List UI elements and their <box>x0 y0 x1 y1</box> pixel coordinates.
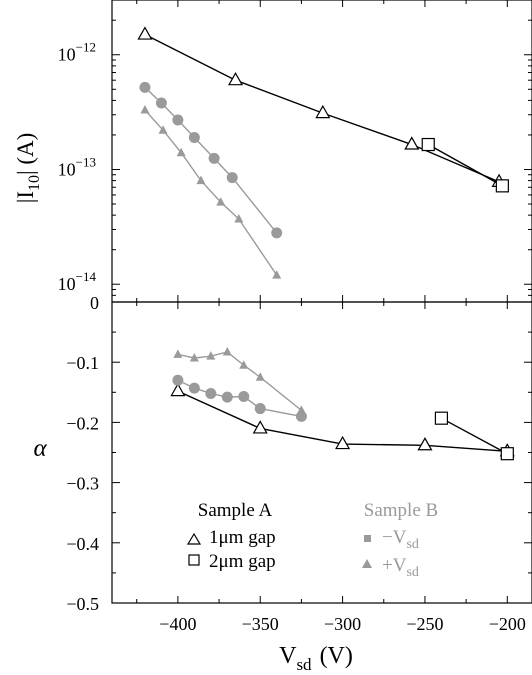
top-series-2-point <box>172 114 184 126</box>
legend-label-plus-vsd: +Vsd <box>382 555 419 580</box>
bottom-series-0-point <box>335 435 351 450</box>
bottom-series-1-line <box>441 417 508 455</box>
bottom-series-3-point <box>173 349 183 358</box>
bottom-series-3-point <box>239 360 249 369</box>
bottom-series-0-point <box>417 437 433 451</box>
bottom-series-3-point <box>255 372 265 381</box>
xtick-label: −350 <box>242 614 279 634</box>
top-series-3-point <box>272 270 282 279</box>
bottom-ytick-label: 0 <box>90 293 99 313</box>
top-series-3-point <box>196 175 206 185</box>
top-series-1-point <box>421 137 435 152</box>
top-ylabel: |I10| (A) <box>13 133 43 204</box>
bottom-series-2-point <box>254 403 266 415</box>
legend-title-sample-b: Sample B <box>364 500 438 521</box>
top-series-2-point <box>155 97 167 109</box>
top-series-2-point <box>139 81 151 93</box>
top-series-0-point <box>137 26 153 40</box>
xtick-label: −300 <box>324 614 361 634</box>
top-ylabel-sub: 10 <box>26 175 43 191</box>
top-ytick-label: 10−12 <box>58 40 96 65</box>
top-frame <box>111 0 532 303</box>
bottom-ytick-label: −0.2 <box>66 413 99 433</box>
x-axis-label-main: V <box>279 643 297 669</box>
top-series-2-point <box>271 227 283 239</box>
bottom-ytick-label: −0.5 <box>66 594 99 614</box>
top-series-1-line <box>427 143 503 187</box>
top-series-3-point <box>158 125 168 134</box>
bottom-series-1-point <box>500 447 514 461</box>
bottom-series-3-point <box>222 346 232 356</box>
top-series-2-point <box>188 132 200 144</box>
bottom-frame <box>111 301 532 604</box>
xtick-label: −250 <box>406 614 443 634</box>
bottom-series-2-point <box>172 374 184 386</box>
top-series-0-point <box>228 71 244 86</box>
top-ytick-label: 10−13 <box>58 154 96 179</box>
legend-open-triangle-icon <box>186 532 202 545</box>
bottom-series-1-point <box>434 411 449 425</box>
legend-label-1um-gap: 1μm gap <box>209 527 276 548</box>
bottom-series-3-point <box>296 405 306 414</box>
bottom-panel: 0 −0.1 −0.2 −0.3 −0.4 −0.5 −400 −350 −300 −250 −20… <box>66 293 532 634</box>
xtick-label: −200 <box>489 614 526 634</box>
bottom-ytick-label: −0.4 <box>66 534 99 554</box>
legend-label-2um-gap: 2μm gap <box>209 551 276 572</box>
top-series-2-point <box>226 172 238 184</box>
top-ylabel-main: |I <box>13 191 38 203</box>
top-series-1-point <box>495 179 509 193</box>
bottom-series-0-point <box>252 420 268 434</box>
bottom-series-3-point <box>206 351 216 360</box>
top-panel: 10−12 10−13 10−14 <box>58 0 532 303</box>
top-series-3-point <box>140 104 150 114</box>
legend-filled-square-icon <box>364 535 371 542</box>
bottom-series-2-point <box>188 382 200 394</box>
top-series-3-point <box>234 214 244 223</box>
top-series-2-point <box>208 152 220 164</box>
legend-title-sample-a: Sample A <box>198 500 273 521</box>
top-series-3-point <box>176 147 186 157</box>
bottom-ytick-label: −0.3 <box>66 474 99 494</box>
x-axis-label-unit: (V) <box>320 643 353 669</box>
bottom-ylabel: α <box>33 435 47 462</box>
top-series-3-line <box>144 109 278 276</box>
bottom-series-3-point <box>189 352 199 362</box>
bottom-ytick-label: −0.1 <box>66 353 99 373</box>
top-ytick-label: 10−14 <box>58 269 97 294</box>
x-axis-label: Vsd (V) <box>279 643 353 674</box>
x-axis-label-sub: sd <box>296 655 312 674</box>
legend-filled-triangle-icon <box>362 559 372 568</box>
legend-label-minus-vsd: −Vsd <box>382 527 419 552</box>
legend: Sample A Sample B 1μm gap 2μm gap −Vsd +… <box>186 500 438 580</box>
top-series-0-point <box>404 136 420 150</box>
top-series-3-point <box>216 197 226 206</box>
bottom-series-2-point <box>238 391 250 403</box>
bottom-series-0-point <box>170 382 186 397</box>
bottom-series-2-point <box>221 391 233 403</box>
xtick-label: −400 <box>159 614 196 634</box>
top-ylabel-tail: | (A) <box>13 133 38 175</box>
top-series-0-point <box>315 104 331 119</box>
legend-open-square-icon <box>188 554 200 566</box>
bottom-series-2-point <box>205 388 217 400</box>
